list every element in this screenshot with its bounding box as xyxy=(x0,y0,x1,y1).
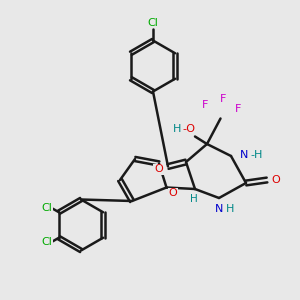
Text: O: O xyxy=(272,175,280,185)
Text: H: H xyxy=(226,203,235,214)
Text: Cl: Cl xyxy=(41,203,52,213)
Text: F: F xyxy=(220,94,227,104)
Text: Cl: Cl xyxy=(148,17,158,28)
Text: O: O xyxy=(169,188,178,199)
Text: N: N xyxy=(215,203,223,214)
Text: F: F xyxy=(202,100,209,110)
Text: H: H xyxy=(190,194,197,204)
Text: N: N xyxy=(240,149,249,160)
Text: O: O xyxy=(154,164,163,175)
Text: H: H xyxy=(173,124,181,134)
Text: -H: -H xyxy=(250,149,263,160)
Text: F: F xyxy=(235,104,242,115)
Text: -O: -O xyxy=(182,124,196,134)
Text: Cl: Cl xyxy=(41,237,52,247)
